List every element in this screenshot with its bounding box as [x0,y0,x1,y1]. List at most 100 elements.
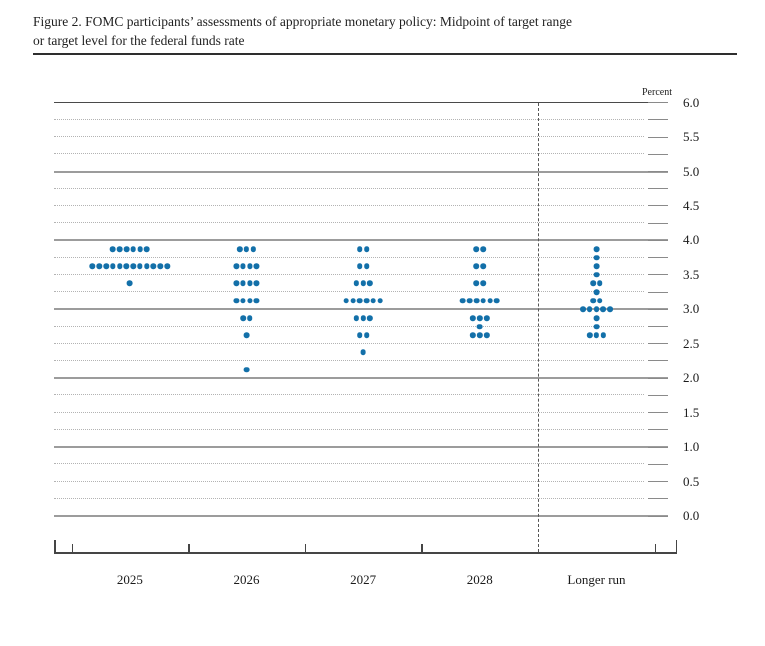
y-axis-tick [648,515,668,517]
projection-dot [367,315,373,321]
projection-dot [477,332,483,338]
projection-dot [593,306,600,313]
gridline [54,411,644,413]
projection-dot [473,246,480,252]
y-axis-tick [648,119,668,121]
dot-row [233,297,260,304]
figure-title-line1: Figure 2. FOMC participants’ assessments… [33,14,573,29]
gridline [54,101,668,103]
y-axis-tick [648,463,668,465]
projection-dot [493,297,500,304]
projection-dot [600,332,607,338]
projection-dot [110,263,116,270]
projection-dot [253,280,260,287]
dot-row [109,246,150,252]
x-axis-tick [421,544,423,552]
gridline [54,291,644,293]
projection-dot [243,366,250,373]
projection-dot [356,263,363,270]
projection-dot [590,280,596,287]
projection-dot [360,280,366,287]
dot-row [473,263,487,270]
projection-dot [353,280,360,287]
x-axis-category-label: 2027 [350,572,377,587]
dot-row [593,289,600,295]
y-axis-tick [648,222,668,224]
gridline [54,170,668,173]
y-axis-tick [648,102,668,104]
projection-dot [480,280,486,287]
projection-dot [243,246,250,252]
projection-dot [593,323,600,330]
projection-dot [593,246,600,252]
dot-row [586,332,607,338]
dot-row [356,263,370,270]
projection-dot [466,297,473,304]
projection-dot [477,323,483,330]
y-axis-tick-label: 2.0 [683,370,700,386]
projection-dot [360,349,366,356]
gridline [54,463,644,465]
projection-dot [483,315,490,321]
y-axis-tick-label: 3.5 [683,266,700,282]
projection-dot [607,306,613,313]
projection-dot [116,246,123,252]
projection-dot [473,297,480,304]
projection-dot [150,263,157,270]
projection-dot [96,263,103,270]
projection-dot [240,297,246,304]
gridline [54,428,644,430]
projection-dot [253,297,260,304]
y-axis-tick [648,188,668,190]
figure-title: Figure 2. FOMC participants’ assessments… [33,12,733,50]
projection-dot [123,246,130,252]
projection-dot [363,332,370,338]
projection-dot [480,297,486,304]
dot-row [236,246,257,252]
gridline [54,394,644,396]
longer-run-separator-line [538,102,540,552]
projection-dot [586,332,593,338]
y-axis-tick [648,394,668,396]
projection-dot [590,297,596,304]
y-axis-unit-label: Percent [642,86,672,98]
dot-row [360,349,367,356]
dot-row [590,297,604,304]
projection-dot [480,246,486,252]
x-axis-line [54,552,677,554]
y-axis-tick [648,429,668,431]
gridline [54,377,668,380]
x-axis-tick [654,544,657,552]
x-axis-category-label: 2026 [233,572,260,587]
x-axis-corner-tick [675,540,677,552]
projection-dot [143,246,150,252]
projection-dot [240,315,246,321]
dot-row [593,254,600,261]
projection-dot [473,280,480,287]
projection-dot [250,246,257,252]
y-axis-tick [648,412,668,414]
projection-dot [363,263,370,270]
projection-dot [233,263,240,270]
projection-dot [470,332,476,338]
gridline [54,153,644,155]
projection-dot [253,263,260,270]
projection-dot [343,297,349,304]
projection-dot [240,280,246,287]
projection-dot [580,306,586,313]
x-axis-category-label: Longer run [567,572,626,587]
projection-dot [137,246,143,252]
dot-row [473,246,487,252]
dot-row [353,315,373,321]
dot-row [470,332,490,338]
projection-dot [363,297,370,304]
gridline [54,480,644,482]
gridline [54,239,668,242]
gridline [54,204,644,206]
projection-dot [593,254,600,261]
projection-dot [353,315,360,321]
dot-row [580,306,614,313]
gridline [54,359,644,361]
projection-dot [110,246,116,252]
y-axis-tick [648,377,668,379]
